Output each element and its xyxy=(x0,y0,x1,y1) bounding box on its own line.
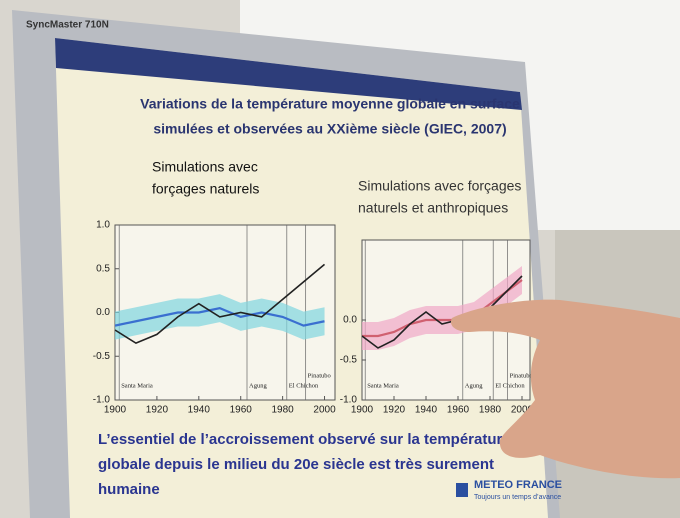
volcano-label: Agung xyxy=(465,382,483,389)
series-line xyxy=(361,275,523,349)
y-tick-label: -0.5 xyxy=(93,351,111,362)
volcano-label: El Chichon xyxy=(495,382,525,389)
y-tick-label: -0.5 xyxy=(340,355,358,366)
x-tick-label: 1960 xyxy=(447,405,470,416)
monitor-brand: SyncMaster 710N xyxy=(26,20,109,31)
series-line xyxy=(114,306,325,327)
logo-name: METEO FRANCE xyxy=(474,479,562,491)
volcano-label: Pinatubo xyxy=(308,372,331,379)
y-tick-label: 0.5 xyxy=(96,263,110,274)
slide-header-band xyxy=(55,38,522,110)
x-tick-label: 1980 xyxy=(479,405,502,416)
x-tick-label: 2000 xyxy=(511,405,534,416)
conclusion: L’essentiel de l’accroissement observé s… xyxy=(98,431,511,448)
y-tick-label: 1.0 xyxy=(96,220,110,231)
x-tick-label: 1920 xyxy=(383,405,406,416)
x-tick-label: 1900 xyxy=(104,405,127,416)
y-tick-label: 0.0 xyxy=(343,315,357,326)
volcano-label: Agung xyxy=(249,382,267,389)
volcano-label: El Chichon xyxy=(289,382,319,389)
x-tick-label: 1940 xyxy=(415,405,438,416)
y-tick-label: -1.0 xyxy=(340,395,358,406)
series-line xyxy=(362,279,523,338)
conclusion: humaine xyxy=(98,481,160,498)
logo-icon xyxy=(456,483,468,497)
series-line xyxy=(114,263,326,345)
y-tick-label: 0.0 xyxy=(96,307,110,318)
x-tick-label: 2000 xyxy=(313,405,336,416)
slide-title: simulées et observées au XXième siècle (… xyxy=(153,121,506,137)
volcano-label: Santa Maria xyxy=(121,382,153,389)
conclusion: globale depuis le milieu du 20e siècle e… xyxy=(98,456,494,473)
chart-title: Simulations avec xyxy=(152,159,258,175)
x-tick-label: 1940 xyxy=(188,405,211,416)
volcano-label: Pinatubo xyxy=(510,372,533,379)
y-tick-label: -1.0 xyxy=(93,395,111,406)
x-tick-label: 1900 xyxy=(351,405,374,416)
volcano-label: Santa Maria xyxy=(367,382,399,389)
chart-title: Simulations avec forçages xyxy=(358,178,521,194)
hand xyxy=(450,299,680,479)
x-tick-label: 1960 xyxy=(230,405,253,416)
x-tick-label: 1980 xyxy=(271,405,294,416)
chart-title: naturels et anthropiques xyxy=(358,200,508,216)
logo-tagline: Toujours un temps d’avance xyxy=(474,494,561,501)
slide-title: Variations de la température moyenne glo… xyxy=(140,96,520,112)
chart-title: forçages naturels xyxy=(152,181,259,197)
x-tick-label: 1920 xyxy=(146,405,169,416)
